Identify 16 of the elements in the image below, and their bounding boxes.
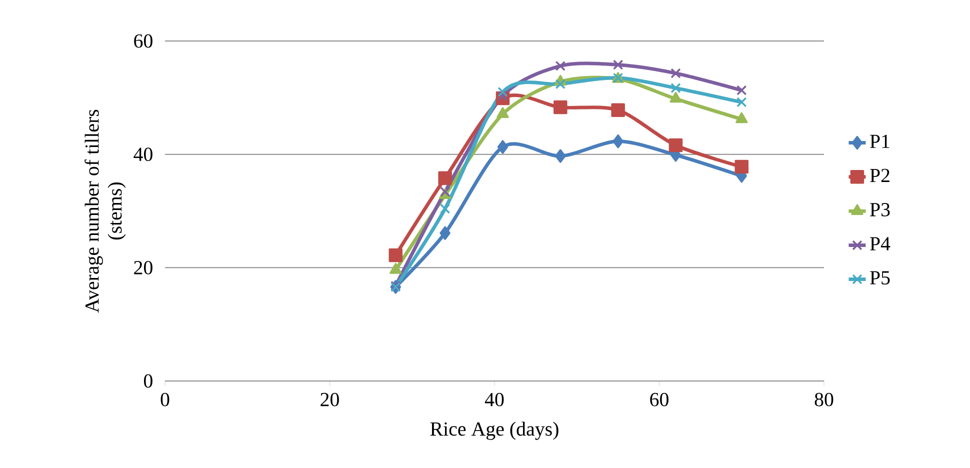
x-tick-label: 0 bbox=[160, 392, 170, 406]
legend-label: P3 bbox=[870, 203, 890, 216]
x-tick-label: 40 bbox=[484, 392, 504, 406]
x-tick-label: 20 bbox=[320, 392, 339, 406]
legend-label: P4 bbox=[870, 237, 890, 250]
y-tick-label: 40 bbox=[134, 148, 152, 162]
x-tick-label: 60 bbox=[650, 392, 668, 406]
y-tick-label: 0 bbox=[144, 374, 152, 388]
legend-label: P1 bbox=[870, 134, 890, 148]
x-tick-label: 80 bbox=[814, 392, 834, 406]
x-axis-title: Rice Age (days) bbox=[430, 422, 558, 440]
legend-label: P5 bbox=[870, 271, 890, 284]
y-axis-title: Average number of tillers (stems) bbox=[84, 110, 126, 313]
y-tick-label: 20 bbox=[134, 260, 152, 274]
legend-label: P2 bbox=[870, 168, 890, 182]
y-tick-label: 60 bbox=[134, 34, 152, 48]
